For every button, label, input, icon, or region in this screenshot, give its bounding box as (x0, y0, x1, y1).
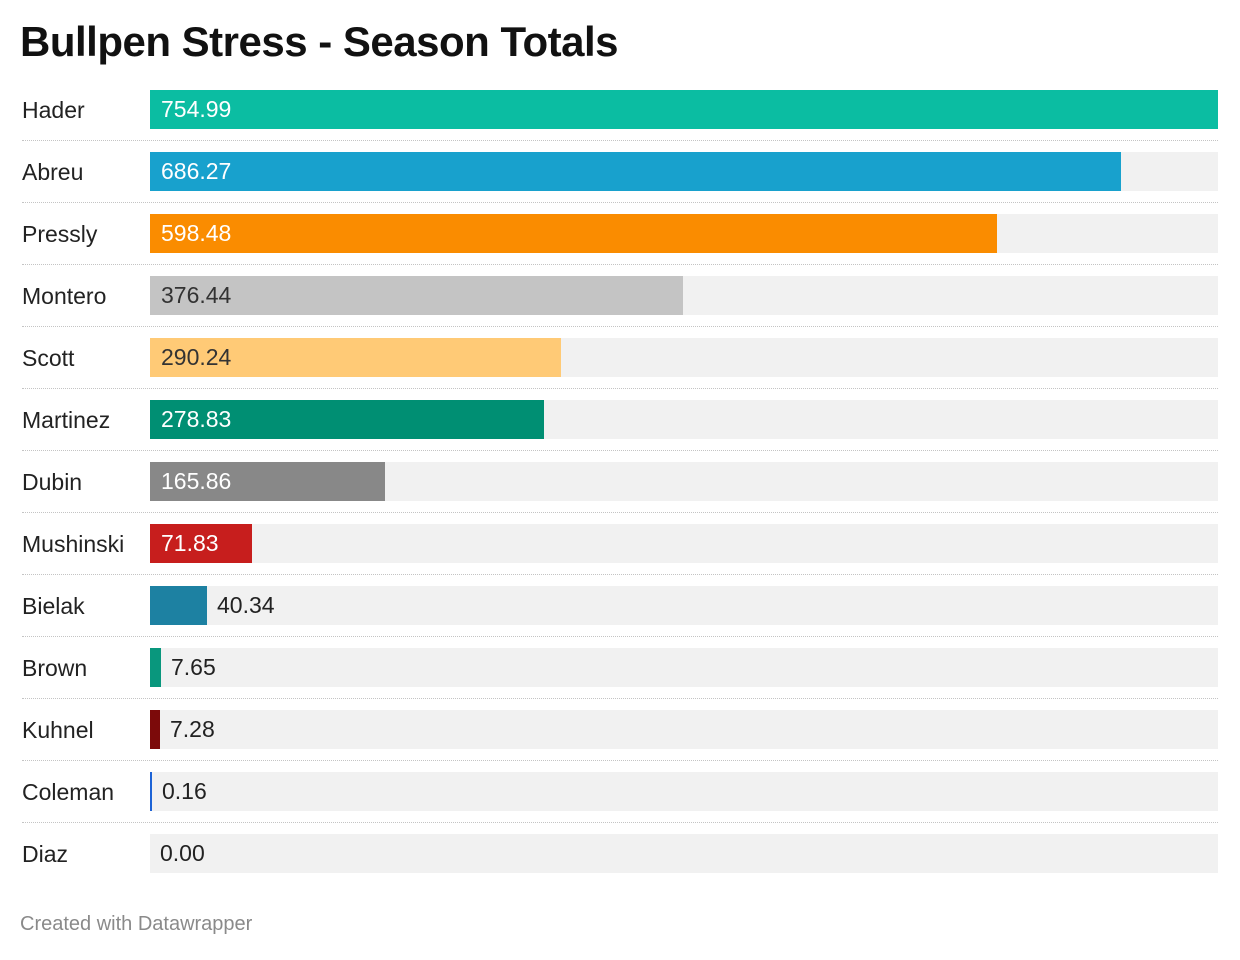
bar-track: 7.65 (150, 648, 1218, 687)
bar-value-label: 754.99 (161, 96, 232, 122)
bar-row: Pressly 598.48 (22, 203, 1218, 265)
bar-value-label: 7.65 (171, 654, 216, 680)
category-label: Kuhnel (22, 717, 94, 743)
bar-value-label: 165.86 (161, 468, 232, 494)
bar-row: Bielak 40.34 (22, 575, 1218, 637)
bar-value-label: 0.00 (160, 840, 205, 866)
bar-rows: Hader 754.99 Abreu 686.27 Pressly 598.48 Monte… (22, 79, 1218, 885)
bar (150, 462, 385, 501)
bar-value-label: 598.48 (161, 220, 232, 246)
bar (150, 772, 152, 811)
bar-row: Dubin 165.86 (22, 451, 1218, 513)
bar (150, 648, 161, 687)
bar (150, 90, 1218, 129)
bar-track: 290.24 (150, 338, 1218, 377)
category-label: Mushinski (22, 531, 125, 557)
bar (150, 276, 683, 315)
bar-track: 278.83 (150, 400, 1218, 439)
bar-track: 40.34 (150, 586, 1218, 625)
bar-track: 0.00 (150, 834, 1218, 873)
bar-track: 7.28 (150, 710, 1218, 749)
bar-row: Coleman 0.16 (22, 761, 1218, 823)
bar-track: 686.27 (150, 152, 1218, 191)
chart-title: Bullpen Stress - Season Totals (20, 18, 619, 65)
category-label: Dubin (22, 469, 83, 495)
bar-row: Mushinski 71.83 (22, 513, 1218, 575)
bar-row: Kuhnel 7.28 (22, 699, 1218, 761)
category-label: Scott (22, 345, 75, 371)
category-label: Hader (22, 97, 85, 123)
category-label: Abreu (22, 159, 84, 185)
bar (150, 586, 207, 625)
bar-track: 71.83 (150, 524, 1218, 563)
category-label: Brown (22, 655, 88, 681)
bar-value-label: 0.16 (162, 778, 207, 804)
bar-value-label: 278.83 (161, 406, 232, 432)
bar (150, 338, 561, 377)
bar-row: Montero 376.44 (22, 265, 1218, 327)
bar (150, 400, 544, 439)
bar-value-label: 686.27 (161, 158, 232, 184)
bar-track: 598.48 (150, 214, 1218, 253)
bar (150, 152, 1121, 191)
bar-value-label: 71.83 (161, 530, 219, 556)
bar-track: 754.99 (150, 90, 1218, 129)
bar (150, 214, 997, 253)
bar-value-label: 290.24 (161, 344, 232, 370)
credit-footer: Created with Datawrapper (20, 913, 253, 935)
category-label: Coleman (22, 779, 115, 805)
bar-row: Brown 7.65 (22, 637, 1218, 699)
category-label: Montero (22, 283, 107, 309)
bar-row: Hader 754.99 (22, 79, 1218, 141)
bar-track: 165.86 (150, 462, 1218, 501)
bar-row: Martinez 278.83 (22, 389, 1218, 451)
category-label: Diaz (22, 841, 69, 867)
bar-value-label: 7.28 (170, 716, 215, 742)
bar-value-label: 40.34 (217, 592, 275, 618)
bar (150, 524, 252, 563)
bar-row: Diaz 0.00 (22, 823, 1218, 885)
bar-value-label: 376.44 (161, 282, 232, 308)
category-label: Pressly (22, 221, 98, 247)
category-label: Bielak (22, 593, 85, 619)
bar-row: Scott 290.24 (22, 327, 1218, 389)
bar-track: 0.16 (150, 772, 1218, 811)
bar-row: Abreu 686.27 (22, 141, 1218, 203)
category-label: Martinez (22, 407, 111, 433)
bar (150, 710, 160, 749)
bar-track: 376.44 (150, 276, 1218, 315)
